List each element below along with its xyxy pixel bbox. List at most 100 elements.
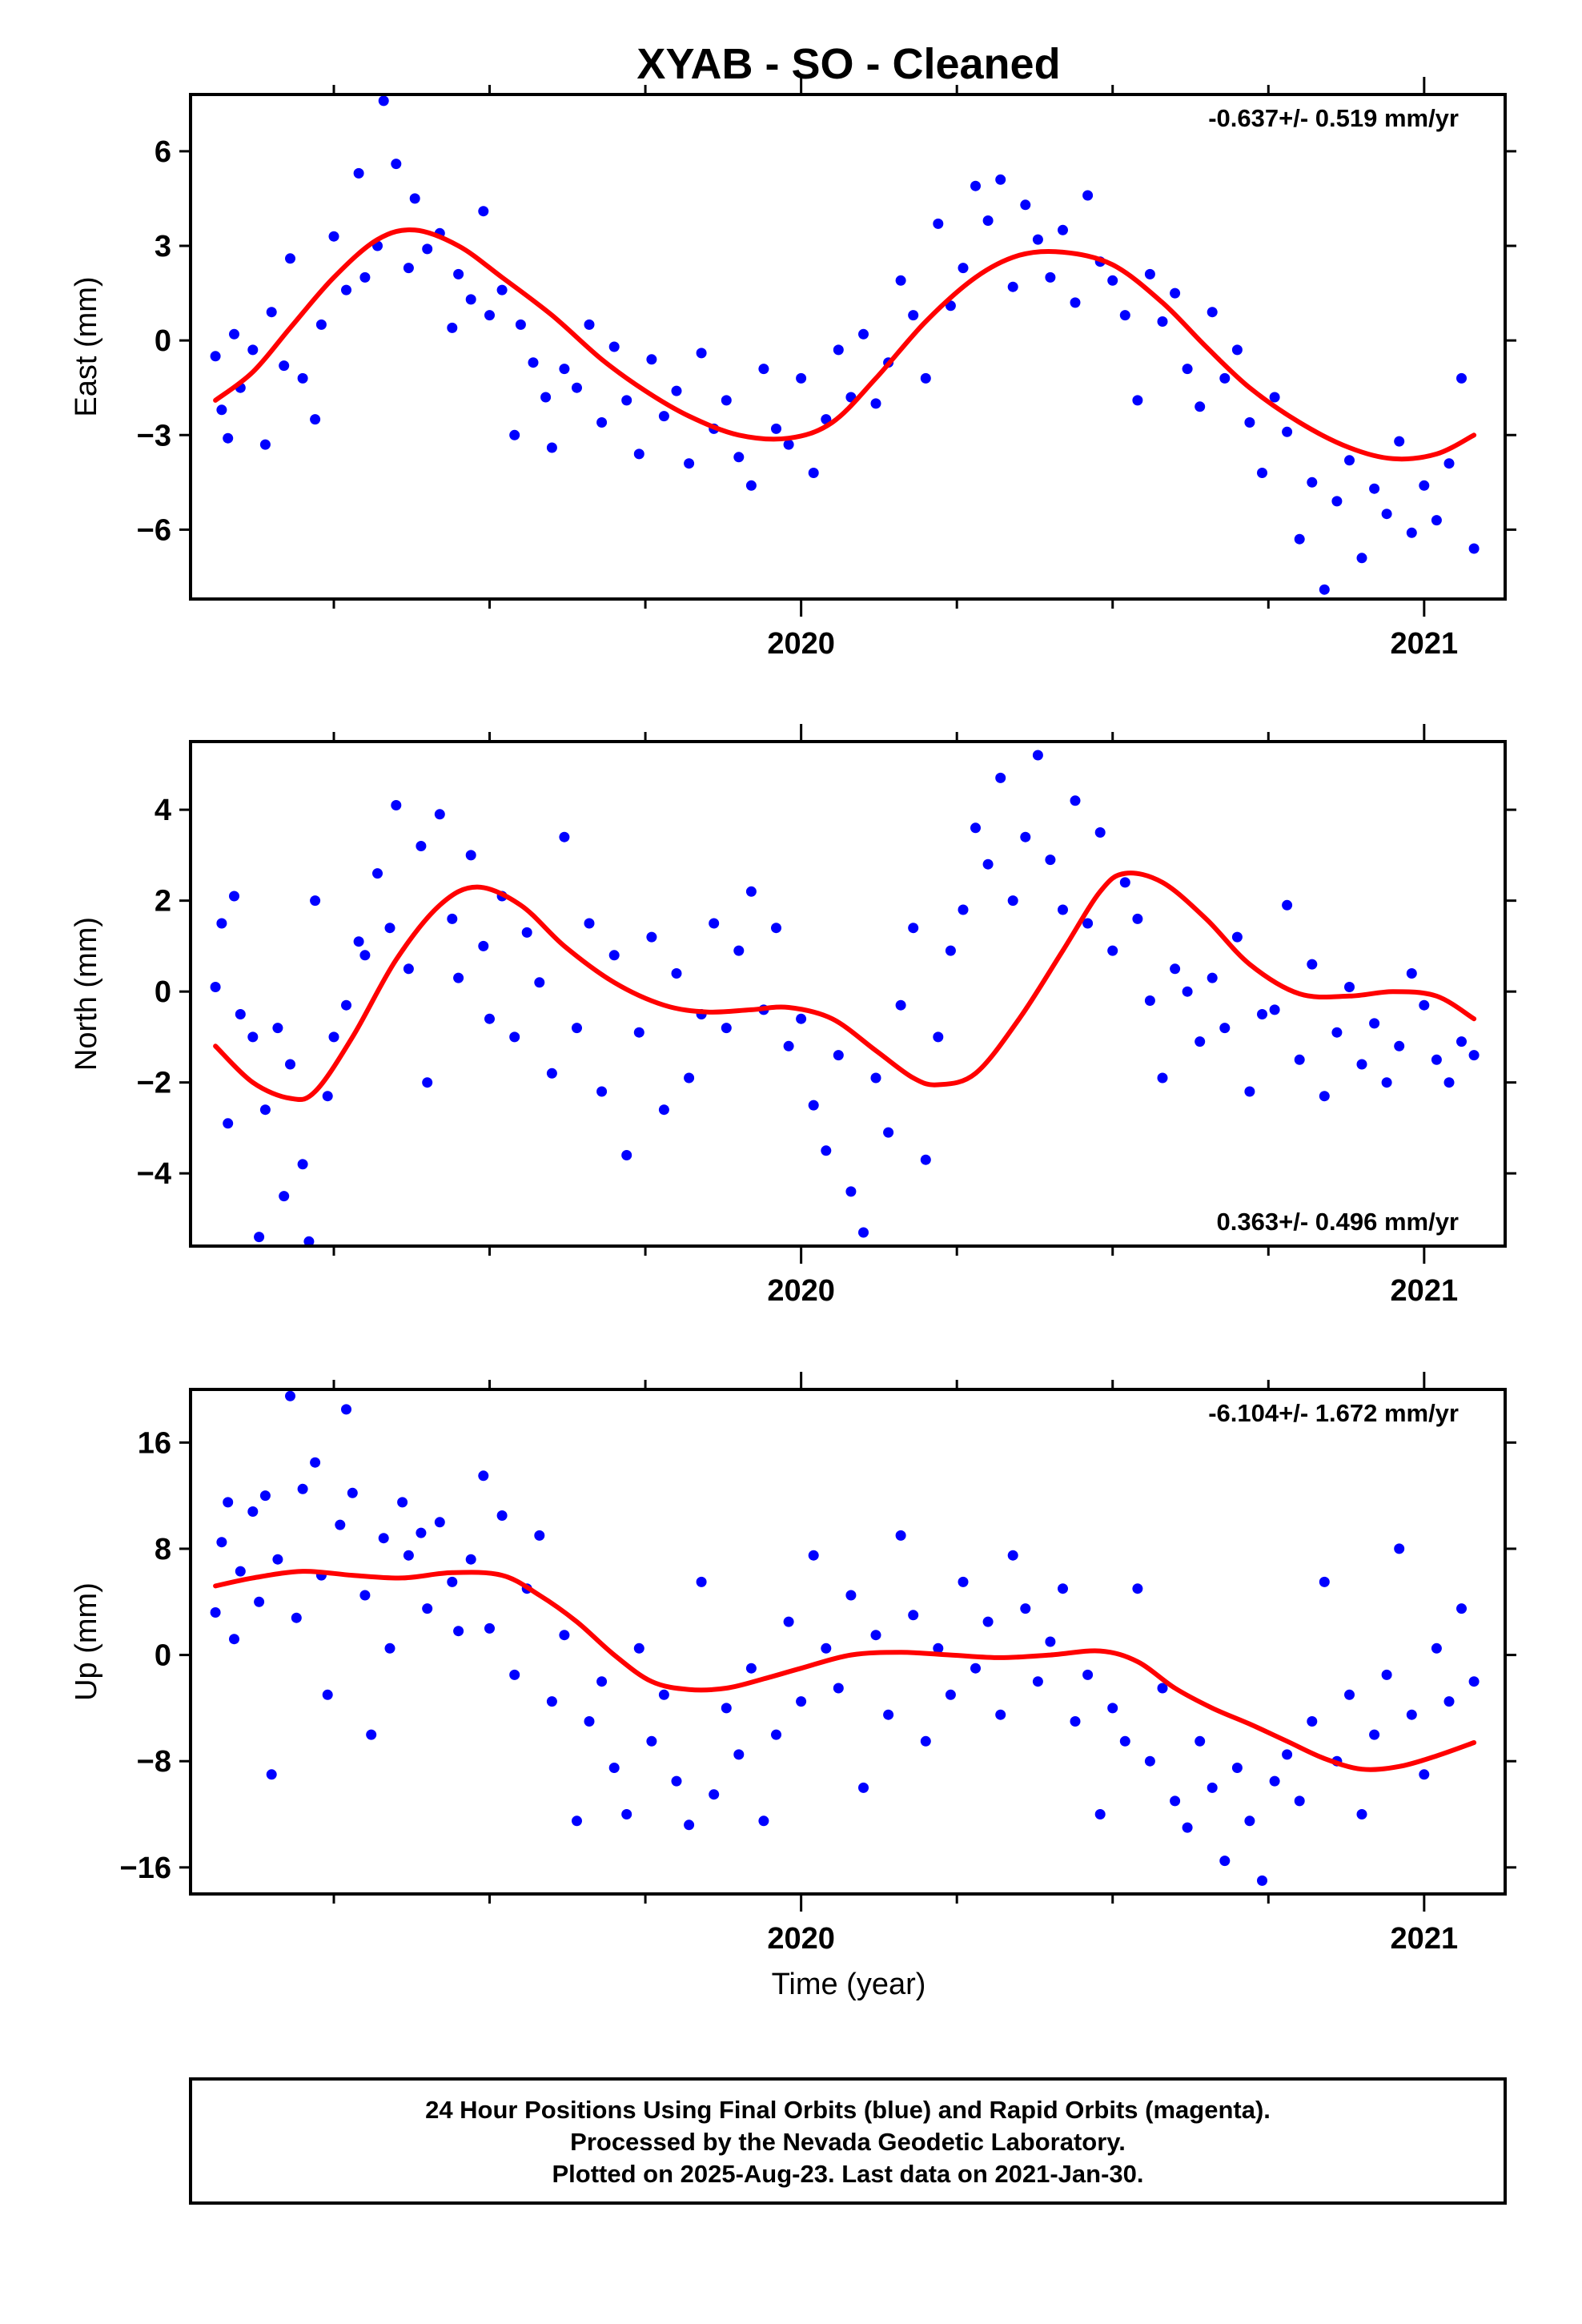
data-point — [771, 923, 781, 934]
data-point — [970, 822, 981, 834]
data-point — [1231, 931, 1243, 943]
data-point — [958, 263, 969, 274]
x-tick-label: 2020 — [767, 1922, 835, 1956]
data-point — [1307, 959, 1318, 970]
data-point — [684, 458, 695, 469]
data-point — [359, 271, 371, 283]
data-point — [310, 414, 321, 425]
data-point — [515, 319, 526, 330]
data-point — [1157, 1683, 1168, 1694]
page-title: XYAB - SO - Cleaned — [636, 40, 1060, 88]
data-point — [933, 218, 944, 229]
data-point — [621, 1809, 632, 1819]
data-point — [322, 1689, 333, 1700]
data-point — [1356, 1809, 1367, 1819]
data-point — [235, 1009, 246, 1019]
data-point — [254, 1232, 265, 1243]
data-point — [1294, 1795, 1305, 1807]
data-point — [970, 1663, 981, 1674]
data-point — [465, 1554, 476, 1565]
data-point — [1456, 1603, 1467, 1614]
data-point — [721, 1023, 732, 1034]
data-point — [1195, 1735, 1206, 1747]
data-point — [353, 167, 364, 179]
data-point — [484, 1013, 495, 1024]
data-point — [633, 448, 644, 460]
data-point — [297, 372, 308, 384]
data-point — [1082, 1669, 1094, 1680]
data-point — [546, 442, 557, 453]
data-point — [1182, 364, 1193, 375]
data-point — [1070, 297, 1081, 308]
data-point — [821, 1145, 832, 1156]
data-point — [671, 1775, 682, 1787]
data-point — [1244, 417, 1255, 428]
footer-line-1: 24 Hour Positions Using Final Orbits (bl… — [425, 2096, 1271, 2124]
data-point — [1431, 515, 1442, 526]
data-point — [1144, 1755, 1155, 1767]
data-point — [895, 275, 906, 286]
data-point — [546, 1696, 557, 1707]
data-point — [995, 1709, 1006, 1720]
data-point — [1431, 1054, 1442, 1065]
data-point — [285, 253, 295, 264]
data-point — [908, 1610, 919, 1621]
data-point — [1107, 275, 1118, 286]
data-point — [1020, 199, 1031, 211]
data-point — [633, 1027, 644, 1038]
data-point — [633, 1642, 644, 1654]
data-point — [509, 1031, 520, 1043]
data-point — [771, 423, 781, 434]
data-point — [353, 936, 364, 947]
data-point — [559, 831, 570, 842]
data-point — [1119, 1735, 1130, 1747]
data-point — [496, 284, 508, 296]
data-points — [210, 1390, 1480, 1886]
data-point — [1294, 1054, 1305, 1065]
fit-curve — [213, 227, 1477, 462]
data-point — [783, 1616, 794, 1627]
data-point — [409, 193, 420, 204]
y-axis-label: East (mm) — [70, 276, 103, 416]
data-point — [1443, 458, 1455, 469]
data-point — [259, 1104, 271, 1116]
data-point — [279, 1191, 290, 1202]
data-point — [1331, 496, 1343, 507]
data-point — [908, 923, 919, 934]
data-point — [210, 982, 221, 992]
data-point — [1119, 310, 1130, 321]
data-point — [796, 1013, 807, 1024]
data-point — [1406, 1709, 1417, 1720]
data-point — [397, 1497, 408, 1508]
data-point — [528, 357, 539, 368]
data-point — [1282, 1749, 1293, 1760]
data-point — [509, 1669, 520, 1680]
data-point — [833, 1683, 844, 1694]
y-tick-label: 16 — [138, 1426, 171, 1460]
y-tick-label: −3 — [137, 419, 171, 452]
data-point — [1244, 1815, 1255, 1827]
data-point — [1107, 1703, 1118, 1714]
data-point — [1443, 1696, 1455, 1707]
east-panel: 6 3 0 −3 −6 2020 2021 East (mm) -0.637+/- 0.519 … — [70, 77, 1516, 661]
data-point — [1045, 271, 1056, 283]
data-point — [1344, 1689, 1355, 1700]
data-point — [1394, 436, 1405, 447]
data-point — [1195, 1036, 1206, 1047]
data-point — [584, 1716, 595, 1727]
data-point — [1082, 918, 1094, 929]
data-point — [1058, 1583, 1068, 1594]
data-point — [1269, 1775, 1280, 1787]
data-point — [478, 940, 489, 951]
data-point — [297, 1483, 308, 1494]
data-point — [858, 1227, 869, 1238]
data-point — [908, 310, 919, 321]
y-tick-label: −6 — [137, 513, 171, 547]
footer-box: 24 Hour Positions Using Final Orbits (bl… — [189, 2077, 1507, 2205]
x-tick-label: 2020 — [767, 627, 835, 661]
data-point — [1369, 1018, 1380, 1029]
data-point — [540, 392, 552, 403]
data-point — [1119, 877, 1130, 888]
data-point — [995, 174, 1006, 185]
data-point — [416, 1527, 427, 1538]
